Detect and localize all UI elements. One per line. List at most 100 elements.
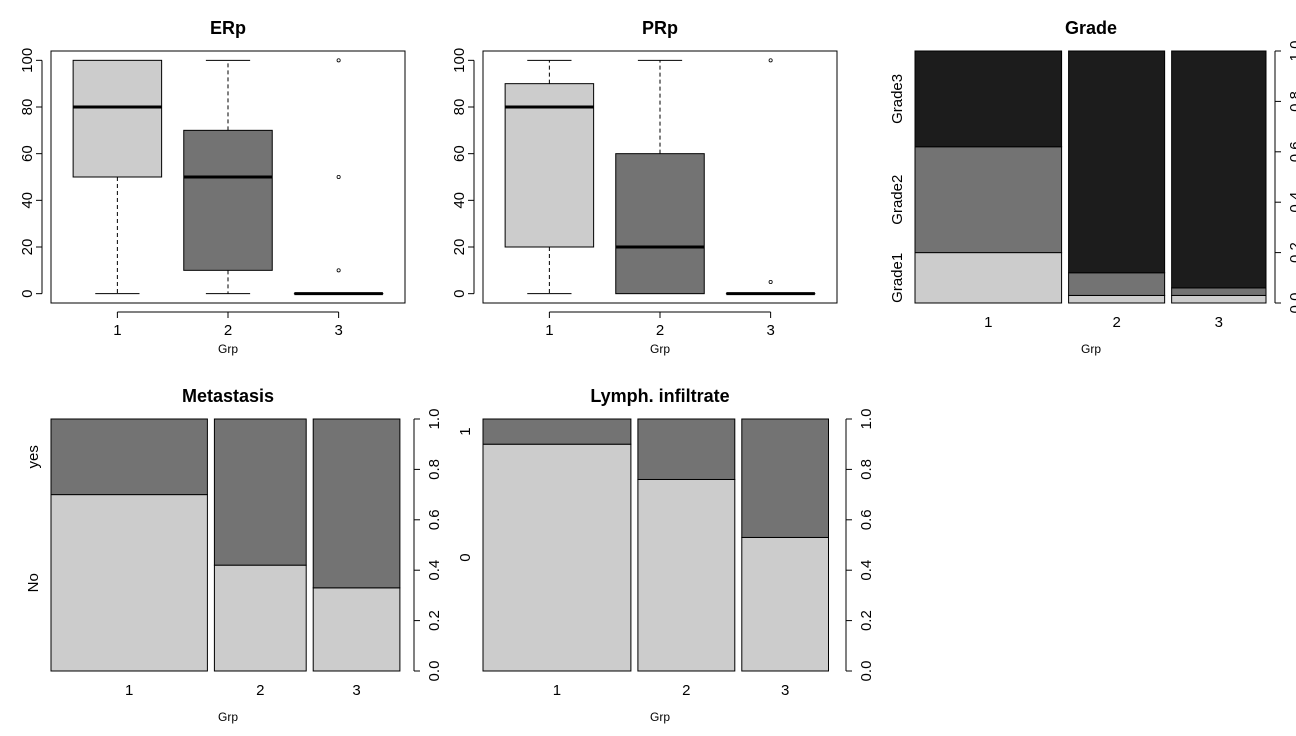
lymph-x-tick-label: 1 [553,682,561,699]
erp-y-tick-label: 20 [19,239,36,256]
erp-box-group-1 [72,59,163,178]
erp-outlier-point [336,268,341,273]
prp-box-group-2 [615,153,705,295]
lymph-x-tick-label: 2 [682,682,690,699]
metastasis-right-tick-label: 0.6 [426,509,443,530]
prp-plot-area: 0 20 40 60 80 100 1 2 3 [451,48,838,339]
prp-box-group-1 [504,83,595,248]
prp-y-tick-label: 0 [451,289,468,297]
grade-right-tick-label: 0.8 [1287,91,1296,112]
erp-panel: ERp 0 20 40 60 80 100 1 2 3 Grp [19,18,406,356]
grade-plot-area: 1 2 3 Grade1 Grade2 Grade3 0.0 0.2 0.4 0.6 0.8 1.0 [889,41,1296,331]
prp-y-tick-label: 80 [451,99,468,116]
grade-level-label-grade2: Grade2 [889,175,906,225]
grade-level-label-grade1: Grade1 [889,253,906,303]
lymph-title: Lymph. infiltrate [590,386,729,406]
erp-plot-area: 0 20 40 60 80 100 1 2 3 [19,48,406,339]
metastasis-right-tick-label: 0.8 [426,459,443,480]
erp-y-tick-label: 80 [19,99,36,116]
grade-level-label-grade3: Grade3 [889,74,906,124]
metastasis-level-label-no: No [25,573,42,592]
prp-y-tick-label: 40 [451,192,468,209]
grade-x-tick-label: 3 [1215,314,1223,331]
lymph-panel: Lymph. infiltrate 1 2 3 0 1 0.0 0.2 0.4 0.6 0.8 1.… [457,386,875,724]
erp-outlier-point [336,174,341,179]
prp-outlier-point [768,279,773,284]
erp-outlier-point [336,58,341,63]
grade-x-tick-label: 2 [1112,314,1120,331]
grade-cell-grp1-grade1 [914,252,1063,304]
lymph-x-tick-label: 3 [781,682,789,699]
grade-cell-grp1-grade3 [914,50,1063,148]
lymph-right-tick-label: 1.0 [858,409,875,430]
grade-right-tick-label: 1.0 [1287,41,1296,62]
lymph-cell-grp3-1 [741,418,829,538]
metastasis-right-tick-label: 0.2 [426,610,443,631]
grade-title: Grade [1065,18,1117,38]
lymph-right-tick-label: 0.8 [858,459,875,480]
prp-y-tick-label: 60 [451,145,468,162]
lymph-cell-grp2-0 [637,478,736,672]
metastasis-panel: Metastasis 1 2 3 No yes 0.0 0.2 0.4 0.6 0.8 1.0 Gr… [25,386,443,724]
prp-plot-frame [482,50,838,304]
prp-panel: PRp 0 20 40 60 80 100 1 2 3 Grp [451,18,838,356]
lymph-right-tick-label: 0.2 [858,610,875,631]
erp-x-tick-label: 1 [113,322,121,339]
metastasis-x-tick-label: 3 [352,682,360,699]
grade-cell-grp2-grade3 [1068,50,1166,274]
erp-y-tick-label: 60 [19,145,36,162]
erp-plot-frame [50,50,406,304]
metastasis-x-tick-label: 1 [125,682,133,699]
erp-y-tick-label: 0 [19,289,36,297]
metastasis-x-tick-label: 2 [256,682,264,699]
metastasis-right-tick-label: 0.0 [426,661,443,682]
lymph-right-tick-label: 0.6 [858,509,875,530]
grade-cell-grp2-grade2 [1068,272,1166,296]
lymph-cell-grp3-0 [741,536,829,672]
grade-right-tick-label: 0.0 [1287,293,1296,314]
grade-right-tick-label: 0.2 [1287,242,1296,263]
grade-x-axis-label: Grp [1081,342,1101,356]
grade-x-tick-label: 1 [984,314,992,331]
erp-x-tick-label: 3 [334,322,342,339]
lymph-level-label-0: 0 [457,553,474,561]
metastasis-cell-grp3-yes [312,418,401,589]
prp-title: PRp [642,18,678,38]
prp-x-tick-label: 1 [545,322,553,339]
metastasis-level-label-yes: yes [25,445,42,468]
prp-y-tick-label: 20 [451,239,468,256]
lymph-cell-grp1-0 [482,443,632,672]
grade-right-tick-label: 0.6 [1287,141,1296,162]
prp-x-axis-label: Grp [650,342,670,356]
lymph-cell-grp2-1 [637,418,736,480]
erp-title: ERp [210,18,246,38]
grade-cell-grp2-grade1 [1068,294,1166,304]
prp-outlier-point [768,58,773,63]
metastasis-right-tick-label: 1.0 [426,409,443,430]
erp-x-axis-label: Grp [218,342,238,356]
metastasis-plot-area: 1 2 3 No yes 0.0 0.2 0.4 0.6 0.8 1.0 [25,409,443,699]
prp-x-tick-label: 3 [766,322,774,339]
grade-cell-grp1-grade2 [914,146,1063,254]
erp-x-tick-label: 2 [224,322,232,339]
metastasis-cell-grp1-no [50,494,208,672]
lymph-right-tick-label: 0.0 [858,661,875,682]
metastasis-cell-grp3-no [312,587,401,672]
metastasis-cell-grp1-yes [50,418,208,496]
grade-cell-grp3-grade1 [1171,294,1267,304]
erp-box-group-2 [183,129,273,271]
grade-cell-grp3-grade2 [1171,287,1267,296]
prp-y-tick-label: 100 [451,48,468,73]
prp-x-tick-label: 2 [656,322,664,339]
grade-panel: Grade 1 2 3 Grade1 Grade2 Grade3 0.0 0.2 0.4 0.6 0… [889,18,1296,356]
metastasis-title: Metastasis [182,386,274,406]
lymph-plot-area: 1 2 3 0 1 0.0 0.2 0.4 0.6 0.8 1.0 [457,409,875,699]
grade-right-tick-label: 0.4 [1287,192,1296,213]
erp-y-tick-label: 40 [19,192,36,209]
metastasis-cell-grp2-no [213,564,307,672]
lymph-x-axis-label: Grp [650,710,670,724]
lymph-cell-grp1-1 [482,418,632,445]
lymph-right-tick-label: 0.4 [858,560,875,581]
metastasis-cell-grp2-yes [213,418,307,566]
